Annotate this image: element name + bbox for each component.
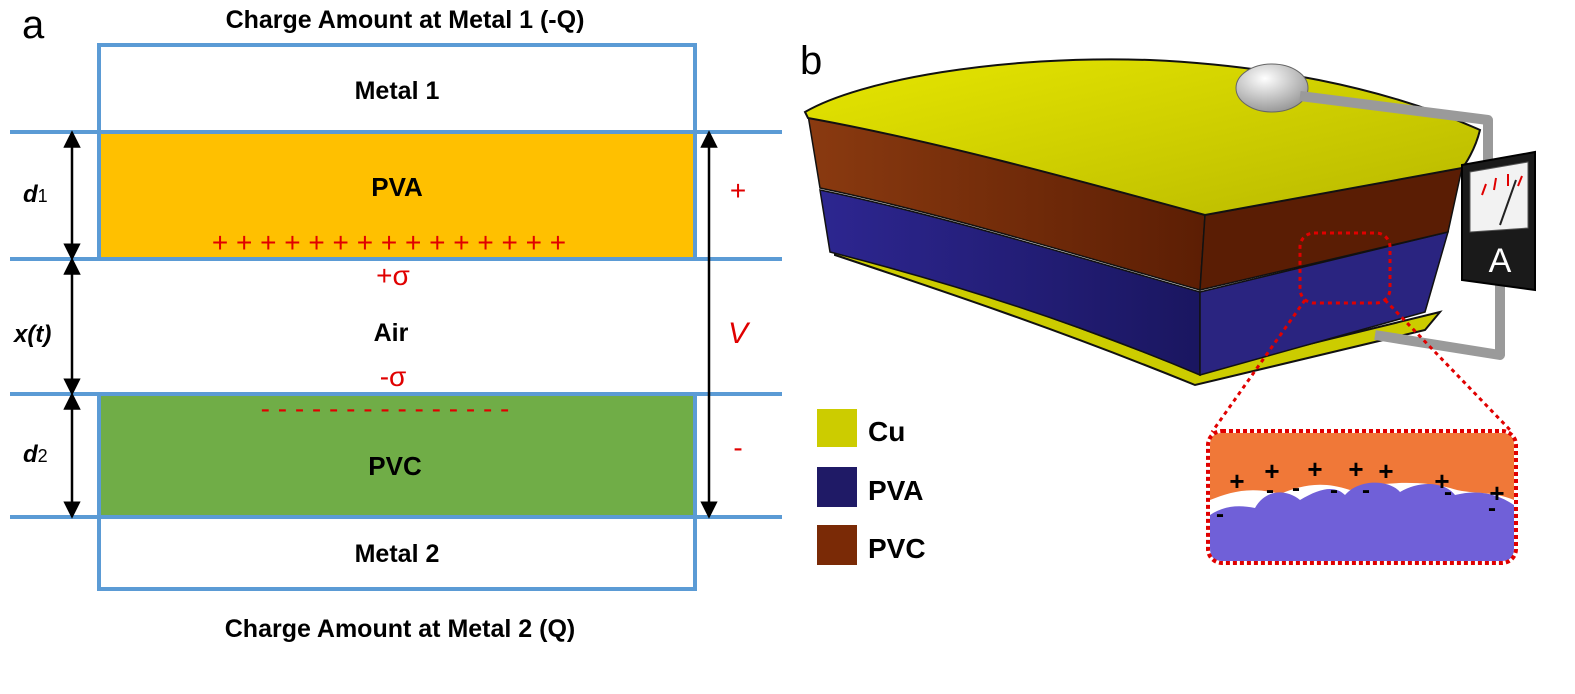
- pva-layer: [97, 130, 697, 261]
- inset-plus-6: +: [1434, 466, 1449, 496]
- meter-needle: [1499, 179, 1517, 226]
- x-label: x(t): [12, 321, 51, 348]
- inset-minus-1: -: [1216, 501, 1224, 528]
- bottom-caption: Charge Amount at Metal 2 (Q): [225, 615, 576, 643]
- panel-letter-b: b: [800, 39, 822, 83]
- pvc-label: PVC: [368, 451, 422, 481]
- zoom-line-left: [1210, 299, 1307, 433]
- inset-plus-1: +: [1229, 466, 1244, 496]
- inset-pva-region: [1210, 482, 1514, 561]
- negative-charge-row: - - - - - - - - - - - - - - -: [261, 393, 510, 424]
- inset-pvc-region: [1210, 433, 1514, 500]
- contact-knob: [1235, 63, 1309, 113]
- inset-plus-5: +: [1378, 456, 1393, 486]
- inset-minus-2: -: [1266, 477, 1274, 504]
- bottom-wire: [1374, 285, 1505, 360]
- ammeter: A: [1461, 150, 1536, 292]
- inset-minus-6: -: [1444, 479, 1452, 506]
- voltage-label: V: [728, 317, 751, 350]
- legend-label-cu: Cu: [868, 416, 905, 447]
- air-label: Air: [374, 319, 409, 347]
- inset-plus-4: +: [1348, 454, 1363, 484]
- inset-minus-3: -: [1292, 475, 1300, 502]
- panel-a: a Charge Amount at Metal 1 (-Q) Metal 1 …: [10, 3, 782, 643]
- legend: Cu PVA PVC: [817, 409, 926, 565]
- metal1-label: Metal 1: [355, 77, 440, 105]
- legend-label-pva: PVA: [868, 475, 924, 506]
- minus-sigma-label: -σ: [380, 361, 407, 392]
- d1-label: d1: [23, 181, 48, 208]
- inset-plus-3: +: [1307, 454, 1322, 484]
- meter-label: A: [1489, 242, 1512, 280]
- inset-plus-2: +: [1264, 456, 1279, 486]
- inset-border: [1206, 429, 1518, 565]
- pva-label: PVA: [371, 172, 423, 202]
- metal2-block: [97, 515, 697, 591]
- top-wire: [1299, 91, 1493, 170]
- interface-inset: + + + + + + + - - - - - - -: [1206, 429, 1518, 565]
- voltage-plus: +: [730, 175, 746, 206]
- voltage-minus: -: [733, 432, 742, 463]
- positive-charge-row: + + + + + + + + + + + + + + +: [212, 227, 566, 258]
- metal2-label: Metal 2: [355, 540, 440, 568]
- pvc-layer: [97, 392, 697, 519]
- top-caption: Charge Amount at Metal 1 (-Q): [226, 6, 585, 34]
- panel-letter-a: a: [22, 3, 45, 47]
- plus-sigma-label: +σ: [376, 260, 410, 291]
- d2-label: d2: [23, 441, 48, 468]
- panel-b: b A: [800, 39, 1536, 565]
- zoom-line-right: [1383, 298, 1514, 434]
- metal1-block: [97, 43, 697, 134]
- legend-label-pvc: PVC: [868, 533, 926, 564]
- inset-minus-5: -: [1362, 477, 1370, 504]
- legend-swatch-cu: [817, 409, 857, 447]
- legend-swatch-pva: [817, 467, 857, 507]
- inset-minus-7: -: [1488, 495, 1496, 522]
- zoom-region: [1298, 231, 1392, 305]
- inset-minus-4: -: [1330, 477, 1338, 504]
- inset-plus-7: +: [1489, 478, 1504, 508]
- legend-swatch-pvc: [817, 525, 857, 565]
